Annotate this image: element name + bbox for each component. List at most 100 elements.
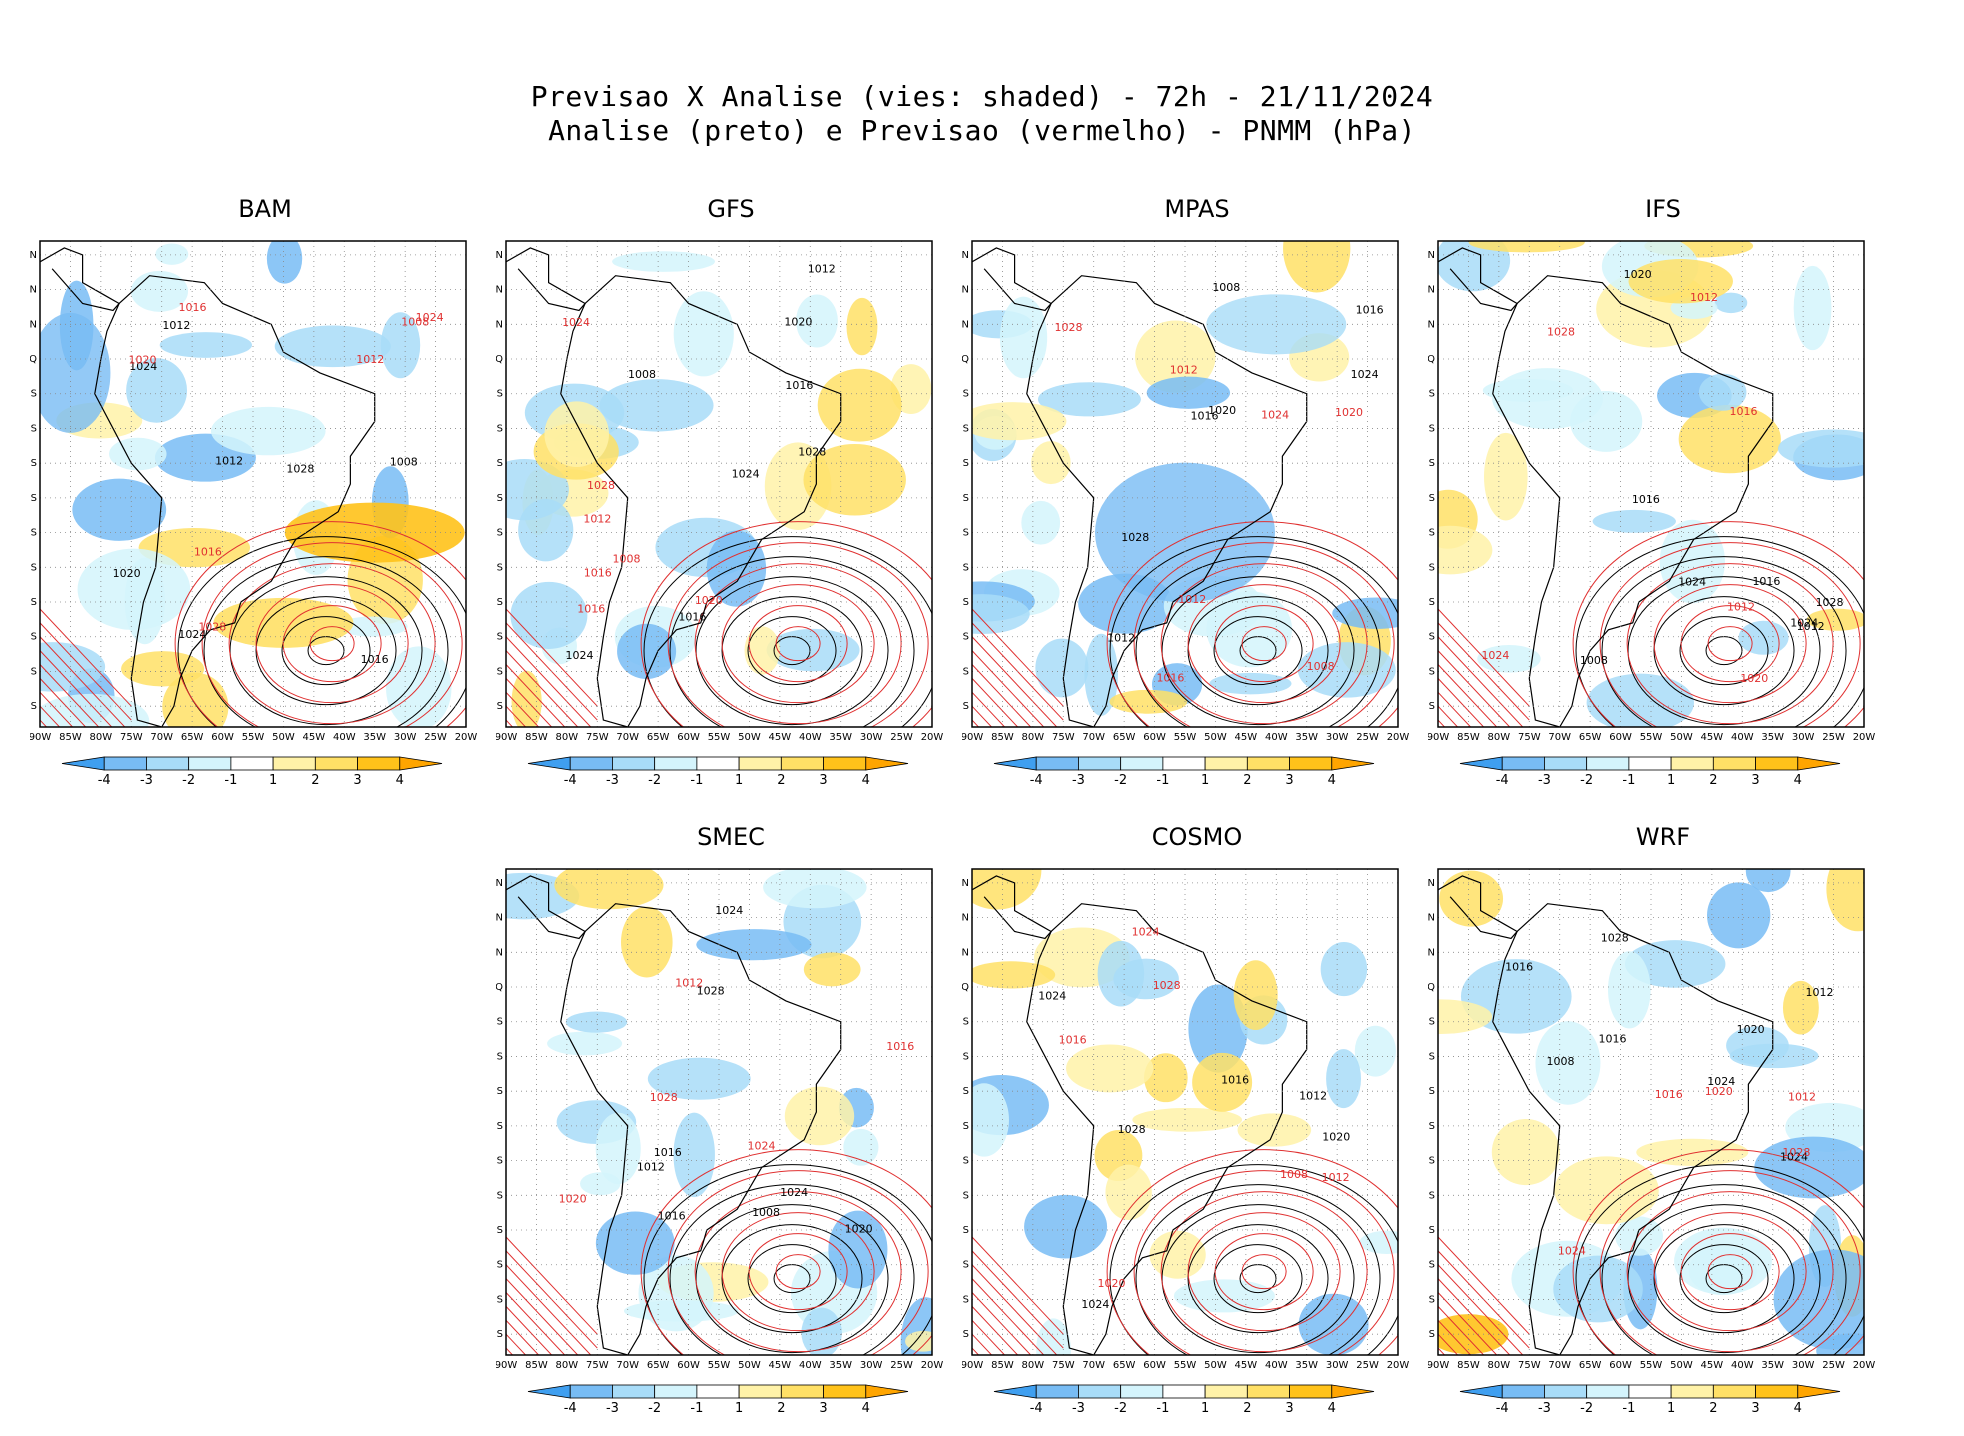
lon-tick-label: 20W bbox=[921, 1360, 944, 1371]
lon-tick-label: 55W bbox=[1640, 1360, 1663, 1371]
isobar-label-forecast: 1020 bbox=[695, 594, 723, 607]
lat-tick-label: 10S bbox=[1428, 1051, 1435, 1062]
lat-tick-label: 25S bbox=[1428, 1156, 1435, 1167]
colorbar bbox=[527, 1384, 909, 1399]
lat-tick-label: 40S bbox=[496, 1260, 503, 1271]
lon-tick-label: 35W bbox=[1761, 1360, 1784, 1371]
lon-tick-label: 30W bbox=[1792, 1360, 1815, 1371]
colorbar-label: 4 bbox=[862, 1401, 870, 1416]
colorbar-label: -3 bbox=[606, 773, 619, 788]
lon-tick-label: 85W bbox=[991, 1360, 1014, 1371]
lon-tick-label: 70W bbox=[1548, 1360, 1571, 1371]
figure-subtitle: Analise (preto) e Previsao (vermelho) - … bbox=[548, 114, 1416, 147]
lat-tick-label: 30S bbox=[1428, 562, 1435, 573]
isobar-label-forecast: 1016 bbox=[1730, 405, 1758, 418]
lon-tick-label: 25W bbox=[1822, 732, 1845, 743]
lat-tick-label: 10S bbox=[496, 1051, 503, 1062]
lat-tick-label: 50S bbox=[1428, 701, 1435, 712]
lon-tick-label: 25W bbox=[890, 732, 913, 743]
lat-tick-label: 10N bbox=[496, 285, 503, 296]
colorbar-label: -4 bbox=[1030, 773, 1043, 788]
isobar-label-analysis: 1012 bbox=[1805, 986, 1833, 999]
colorbar-label: 2 bbox=[777, 773, 785, 788]
colorbar-label: -2 bbox=[1114, 1401, 1127, 1416]
isobar-label-analysis: 1016 bbox=[1752, 575, 1780, 588]
lat-tick-label: 5N bbox=[30, 319, 37, 330]
colorbar bbox=[61, 756, 443, 771]
colorbar-label: -2 bbox=[1580, 1401, 1593, 1416]
lon-tick-label: 80W bbox=[1022, 732, 1045, 743]
lon-tick-label: 50W bbox=[738, 732, 761, 743]
lat-tick-label: EQ bbox=[1428, 354, 1435, 365]
lon-tick-label: 50W bbox=[1670, 732, 1693, 743]
lon-tick-label: 60W bbox=[1143, 1360, 1166, 1371]
isobar-label-analysis: 1024 bbox=[129, 360, 157, 373]
lon-tick-label: 35W bbox=[363, 732, 386, 743]
lat-tick-label: 15N bbox=[962, 878, 969, 889]
panel-title: GFS bbox=[707, 195, 755, 223]
lon-tick-label: 65W bbox=[647, 732, 670, 743]
colorbar-label: -4 bbox=[1030, 1401, 1043, 1416]
isobar-label-forecast: 1016 bbox=[886, 1040, 914, 1053]
lon-tick-label: 40W bbox=[1265, 732, 1288, 743]
lon-tick-label: 90W bbox=[496, 732, 517, 743]
colorbar bbox=[993, 1384, 1375, 1399]
lon-tick-label: 65W bbox=[1579, 732, 1602, 743]
lon-tick-label: 70W bbox=[150, 732, 173, 743]
isobar-label-analysis: 1012 bbox=[162, 319, 190, 332]
lat-tick-label: 35S bbox=[30, 597, 37, 608]
isobar-label-analysis: 1012 bbox=[1299, 1089, 1327, 1102]
colorbar-label: 3 bbox=[1751, 1401, 1759, 1416]
lat-tick-label: EQ bbox=[30, 354, 37, 365]
colorbar-label: -3 bbox=[1538, 773, 1551, 788]
isobar-label-analysis: 1008 bbox=[1580, 654, 1608, 667]
lat-tick-label: 50S bbox=[1428, 1329, 1435, 1340]
colorbar-label: 2 bbox=[1709, 1401, 1717, 1416]
isobar-label-forecast: 1028 bbox=[1782, 1146, 1810, 1159]
colorbar-label: 3 bbox=[353, 773, 361, 788]
lon-tick-label: 90W bbox=[962, 732, 983, 743]
isobar-label-analysis: 1012 bbox=[1107, 632, 1135, 645]
map-smec: 1016 1012 1008 1016 1020 1024 1028 1024 1012 1016… bbox=[496, 868, 944, 1416]
colorbar-label: 4 bbox=[862, 773, 870, 788]
lon-tick-label: 85W bbox=[525, 1360, 548, 1371]
lon-tick-label: 30W bbox=[1792, 732, 1815, 743]
isobar-label-forecast: 1012 bbox=[583, 512, 611, 525]
isobar-label-forecast: 1028 bbox=[198, 621, 226, 634]
lat-tick-label: 30S bbox=[962, 562, 969, 573]
colorbar-label: 2 bbox=[777, 1401, 785, 1416]
lat-tick-label: 20S bbox=[962, 1121, 969, 1132]
lon-tick-label: 60W bbox=[1609, 732, 1632, 743]
lon-tick-label: 65W bbox=[647, 1360, 670, 1371]
lat-tick-label: 10N bbox=[1428, 285, 1435, 296]
lat-tick-label: 20S bbox=[962, 493, 969, 504]
isobar-label-analysis: 1028 bbox=[286, 463, 314, 476]
map-wrf: 1016101210081016102010241028102410121016… bbox=[1428, 868, 1875, 1416]
lat-tick-label: 15S bbox=[30, 458, 37, 469]
lat-tick-label: 20S bbox=[30, 493, 37, 504]
lon-tick-label: 55W bbox=[1174, 1360, 1197, 1371]
isobar-label-analysis: 1024 bbox=[715, 904, 743, 917]
lat-tick-label: 10N bbox=[496, 913, 503, 924]
isobar-label-analysis: 1016 bbox=[1191, 410, 1219, 423]
isobar-label-analysis: 1024 bbox=[732, 468, 760, 481]
lon-tick-label: 25W bbox=[1822, 1360, 1845, 1371]
isobar-label-analysis: 1020 bbox=[113, 567, 141, 580]
colorbar-label: 1 bbox=[735, 1401, 743, 1416]
lon-tick-label: 90W bbox=[962, 1360, 983, 1371]
colorbar-label: 2 bbox=[1709, 773, 1717, 788]
lon-tick-label: 75W bbox=[1518, 1360, 1541, 1371]
lon-tick-label: 80W bbox=[1022, 1360, 1045, 1371]
isobar-label-forecast: 1020 bbox=[559, 1192, 587, 1205]
isobar-label-forecast: 1012 bbox=[1322, 1171, 1350, 1184]
isobar-label-forecast: 1012 bbox=[1170, 364, 1198, 377]
lon-tick-label: 40W bbox=[333, 732, 356, 743]
colorbar bbox=[1459, 1384, 1841, 1399]
lat-tick-label: 35S bbox=[962, 597, 969, 608]
lon-tick-label: 40W bbox=[799, 732, 822, 743]
panel-gfs: GFS 1012 1008 1016 1020 1024 1028 1024 1016 1016 1… bbox=[496, 195, 966, 788]
lat-tick-label: EQ bbox=[1428, 982, 1435, 993]
lat-tick-label: EQ bbox=[962, 354, 969, 365]
lon-tick-label: 35W bbox=[1295, 1360, 1318, 1371]
isobar-label-forecast: 1012 bbox=[356, 353, 384, 366]
